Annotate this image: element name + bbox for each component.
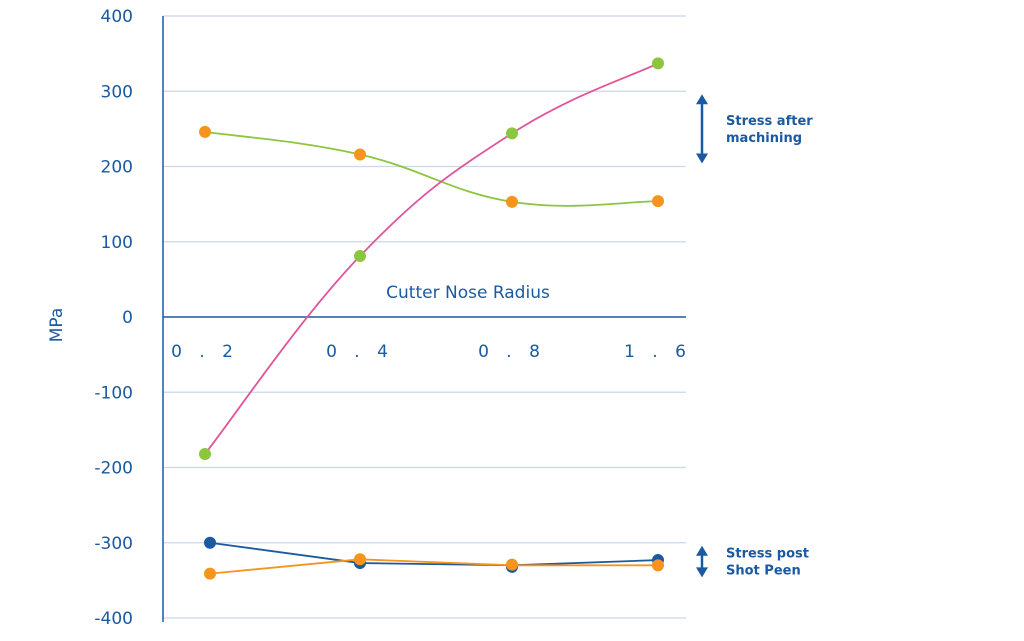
y-tick-label: 300 <box>101 82 133 102</box>
x-tick-label: 0 . 8 <box>478 342 546 362</box>
post-peen-blue-line <box>209 541 659 567</box>
stress-post-shot-peen-label: Stress post <box>726 547 809 562</box>
after-machining-pink-line <box>204 62 659 455</box>
y-tick-label: 100 <box>101 233 133 253</box>
data-point <box>652 57 664 70</box>
x-tick-label: 1 . 6 <box>624 342 692 362</box>
stress-after-machining-label: Stress after <box>726 114 813 129</box>
data-point <box>506 127 518 140</box>
arrow-down-icon <box>696 567 708 578</box>
series-group <box>199 57 664 580</box>
y-tick-label: -300 <box>94 534 133 554</box>
annotations: Stress after machining Stress post Shot Pee… <box>696 94 813 579</box>
y-tick-label: 200 <box>101 158 133 178</box>
y-tick-label: -100 <box>94 383 133 403</box>
data-point <box>204 567 216 580</box>
y-tick-label: -200 <box>94 459 133 479</box>
stress-post-shot-peen-label: Shot Peen <box>726 564 801 579</box>
data-point <box>506 195 518 208</box>
data-point <box>652 195 664 208</box>
y-axis-label: MPa <box>47 308 67 343</box>
y-tick-labels: 400 300 200 100 0 -100 -200 -300 -400 <box>94 7 133 629</box>
data-point <box>652 559 664 572</box>
x-tick-label: 0 . 4 <box>326 342 394 362</box>
data-point <box>354 148 366 161</box>
data-point <box>199 447 211 460</box>
x-tick-labels: 0 . 2 0 . 4 0 . 8 1 . 6 <box>171 342 692 362</box>
data-point <box>354 250 366 263</box>
arrow-up-icon <box>696 94 708 105</box>
post-peen-orange-line <box>209 558 658 575</box>
stress-after-machining-label: machining <box>726 131 802 146</box>
data-point <box>204 536 216 549</box>
data-point <box>354 553 366 566</box>
arrow-down-icon <box>696 153 708 164</box>
data-point <box>199 125 211 138</box>
y-tick-label: -400 <box>94 609 133 629</box>
x-axis-label: Cutter Nose Radius <box>386 283 550 303</box>
y-tick-label: 0 <box>122 308 133 328</box>
after-machining-green-line <box>204 130 659 207</box>
data-point <box>506 558 518 571</box>
x-tick-label: 0 . 2 <box>171 342 239 362</box>
y-tick-label: 400 <box>101 7 133 27</box>
arrow-up-icon <box>696 545 708 556</box>
